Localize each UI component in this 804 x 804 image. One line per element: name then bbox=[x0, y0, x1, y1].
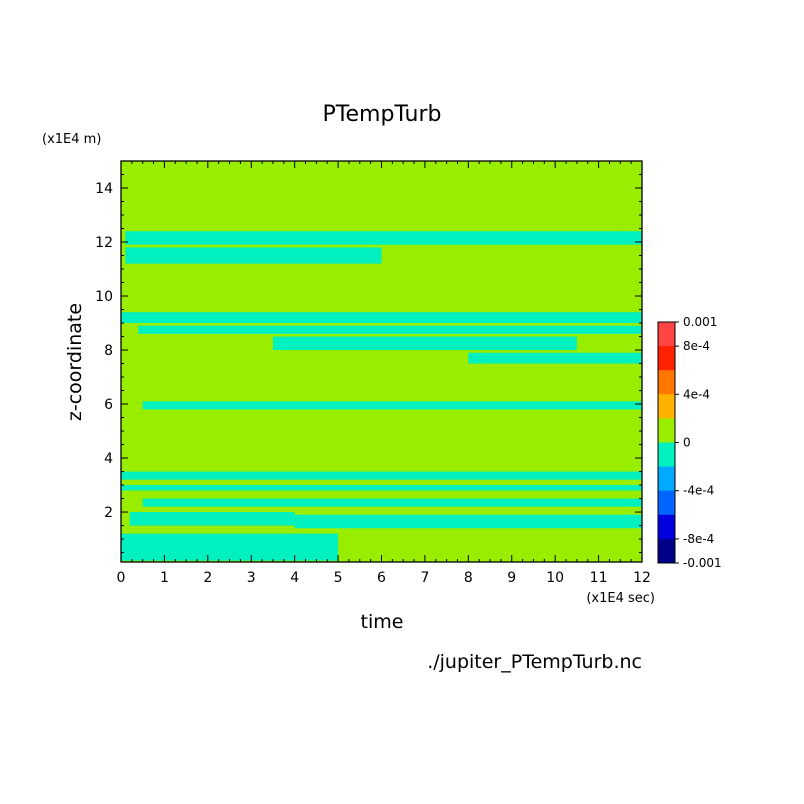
negative-band-6 bbox=[142, 401, 643, 410]
colorbar-segment bbox=[658, 370, 675, 395]
x-tick-label: 0 bbox=[117, 570, 126, 586]
negative-band-3 bbox=[138, 325, 642, 334]
negative-band-1 bbox=[125, 247, 382, 264]
x-tick-label: 8 bbox=[464, 570, 473, 586]
colorbar-segment bbox=[658, 418, 675, 443]
x-tick-label: 7 bbox=[420, 570, 429, 586]
plot-area bbox=[120, 160, 643, 563]
y-tick-label: 10 bbox=[95, 289, 113, 305]
colorbar-label: 0 bbox=[683, 436, 691, 450]
x-tick-label: 4 bbox=[290, 570, 299, 586]
y-tick-label: 14 bbox=[95, 181, 113, 197]
y-tick-label: 4 bbox=[104, 451, 113, 467]
negative-band-2 bbox=[121, 312, 642, 324]
negative-band-5 bbox=[468, 352, 642, 364]
colorbar-segment bbox=[658, 538, 675, 564]
colorbar-label: 8e-4 bbox=[683, 339, 710, 353]
negative-bands bbox=[121, 231, 643, 561]
source-file-label: ./jupiter_PTempTurb.nc bbox=[427, 651, 642, 673]
colorbar-label: -4e-4 bbox=[683, 484, 714, 498]
x-tick-label: 11 bbox=[590, 570, 608, 586]
colorbar-segment bbox=[658, 514, 675, 540]
colorbar-segment bbox=[658, 466, 675, 492]
colorbar-labels: 0.001 8e-4 4e-4 0 -4e-4 -8e-4 -0.001 bbox=[675, 315, 722, 570]
x-tick-label: 9 bbox=[507, 570, 516, 586]
colorbar-segment bbox=[658, 346, 675, 371]
y-axis: 2 4 6 8 10 12 14 bbox=[95, 174, 642, 554]
chart-title: PTempTurb bbox=[323, 102, 442, 127]
x-tick-label: 6 bbox=[377, 570, 386, 586]
y-axis-label: z-coordinate bbox=[64, 303, 86, 421]
colorbar-segment bbox=[658, 442, 675, 468]
y-tick-label: 2 bbox=[104, 505, 113, 521]
x-tick-label: 3 bbox=[247, 570, 256, 586]
negative-band-9 bbox=[142, 498, 643, 507]
negative-band-8 bbox=[121, 485, 642, 491]
x-tick-label: 5 bbox=[334, 570, 343, 586]
y-unit-label: (x1E4 m) bbox=[42, 132, 101, 147]
negative-band-11 bbox=[129, 512, 295, 526]
negative-band-4 bbox=[272, 336, 577, 351]
y-tick-label: 12 bbox=[95, 235, 113, 251]
x-axis-label: time bbox=[361, 611, 404, 633]
colorbar-label: 4e-4 bbox=[683, 387, 710, 401]
y-tick-label: 6 bbox=[104, 397, 113, 413]
x-tick-label: 10 bbox=[546, 570, 564, 586]
colorbar bbox=[658, 322, 675, 564]
negative-band-7 bbox=[121, 471, 642, 480]
x-tick-label: 1 bbox=[160, 570, 169, 586]
x-tick-label: 12 bbox=[633, 570, 651, 586]
x-tick-label: 2 bbox=[203, 570, 212, 586]
negative-band-0 bbox=[125, 231, 642, 245]
negative-band-12 bbox=[121, 533, 339, 561]
colorbar-label: -0.001 bbox=[683, 556, 722, 570]
colorbar-segment bbox=[658, 490, 675, 516]
colorbar-label: -8e-4 bbox=[683, 532, 714, 546]
negative-band-10 bbox=[294, 514, 642, 529]
x-unit-label: (x1E4 sec) bbox=[586, 591, 655, 606]
colorbar-segment bbox=[658, 322, 675, 347]
y-tick-label: 8 bbox=[104, 343, 113, 359]
colorbar-label: 0.001 bbox=[683, 315, 717, 329]
colorbar-segment bbox=[658, 394, 675, 419]
x-axis: 0 1 2 3 4 5 6 7 8 9 10 11 12 bbox=[117, 161, 651, 586]
